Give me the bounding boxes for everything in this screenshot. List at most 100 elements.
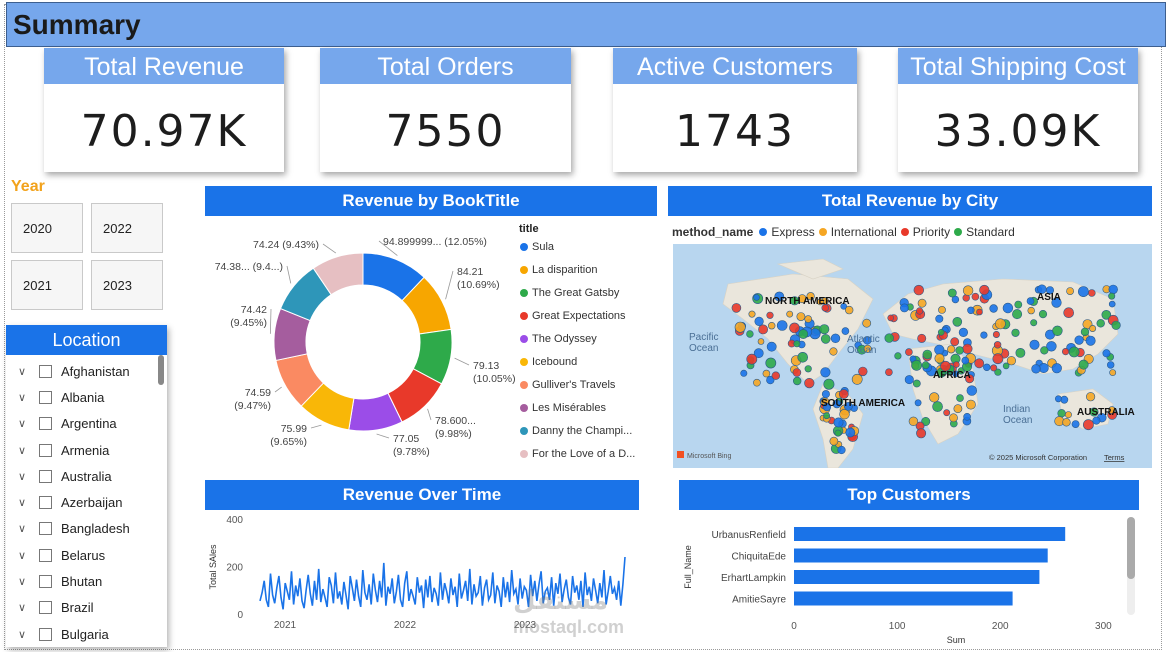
city-revenue-bubble[interactable]: [823, 378, 835, 390]
city-revenue-bubble[interactable]: [934, 353, 945, 364]
city-revenue-bubble[interactable]: [916, 428, 927, 439]
city-revenue-bubble[interactable]: [758, 324, 768, 335]
city-revenue-bubble[interactable]: [796, 312, 806, 321]
city-revenue-bubble[interactable]: [1030, 319, 1038, 327]
city-revenue-bubble[interactable]: [1109, 369, 1117, 377]
city-revenue-bubble[interactable]: [740, 369, 748, 377]
city-revenue-bubble[interactable]: [929, 392, 940, 403]
city-revenue-bubble[interactable]: [845, 427, 856, 438]
location-item[interactable]: ∨ Bhutan: [6, 568, 156, 594]
chevron-down-icon[interactable]: ∨: [18, 576, 27, 589]
location-checkbox[interactable]: [39, 364, 52, 378]
book-legend-item[interactable]: La disparition: [520, 264, 597, 276]
city-revenue-bubble[interactable]: [1062, 418, 1071, 427]
chevron-down-icon[interactable]: ∨: [18, 602, 27, 615]
city-revenue-bubble[interactable]: [989, 304, 998, 313]
city-revenue-bubble[interactable]: [955, 346, 964, 355]
city-revenue-bubble[interactable]: [1066, 287, 1074, 295]
customer-bar[interactable]: [794, 570, 1040, 584]
city-revenue-bubble[interactable]: [804, 365, 812, 373]
map-legend-item[interactable]: Priority: [900, 225, 950, 239]
city-revenue-bubble[interactable]: [792, 368, 802, 377]
chevron-down-icon[interactable]: ∨: [18, 497, 27, 510]
city-revenue-bubble[interactable]: [953, 404, 963, 414]
year-button-2023[interactable]: 2023: [91, 260, 163, 310]
city-revenue-bubble[interactable]: [1002, 362, 1010, 370]
book-legend-item[interactable]: Les Misérables: [520, 402, 606, 414]
location-checkbox[interactable]: [39, 548, 52, 562]
city-revenue-bubble[interactable]: [1089, 407, 1099, 417]
location-item[interactable]: ∨ Bulgaria: [6, 621, 156, 647]
city-revenue-bubble[interactable]: [1029, 339, 1040, 350]
city-revenue-bubble[interactable]: [950, 337, 960, 347]
city-revenue-bubble[interactable]: [840, 302, 847, 310]
map-legend-item[interactable]: Standard: [954, 225, 1015, 239]
city-revenue-bubble[interactable]: [974, 358, 985, 369]
location-checkbox[interactable]: [39, 496, 52, 510]
city-revenue-bubble[interactable]: [762, 369, 771, 378]
city-revenue-bubble[interactable]: [994, 368, 1002, 376]
city-revenue-bubble[interactable]: [965, 374, 975, 384]
city-revenue-bubble[interactable]: [1102, 349, 1111, 358]
city-revenue-bubble[interactable]: [862, 318, 872, 328]
city-revenue-bubble[interactable]: [786, 310, 794, 318]
city-revenue-bubble[interactable]: [748, 310, 756, 318]
city-revenue-bubble[interactable]: [976, 308, 983, 316]
city-revenue-bubble[interactable]: [863, 344, 872, 353]
city-revenue-bubble[interactable]: [1006, 356, 1017, 366]
city-revenue-bubble[interactable]: [1040, 346, 1049, 355]
city-revenue-bubble[interactable]: [961, 356, 970, 365]
city-revenue-bubble[interactable]: [1031, 364, 1041, 374]
city-revenue-bubble[interactable]: [934, 344, 945, 355]
city-revenue-bubble[interactable]: [1085, 335, 1096, 346]
city-revenue-bubble[interactable]: [1107, 361, 1115, 369]
city-revenue-bubble[interactable]: [1012, 309, 1023, 320]
city-revenue-bubble[interactable]: [1051, 363, 1062, 374]
city-revenue-bubble[interactable]: [1057, 409, 1066, 418]
city-revenue-bubble[interactable]: [990, 364, 998, 372]
city-revenue-bubble[interactable]: [917, 333, 927, 343]
location-checkbox[interactable]: [39, 417, 52, 431]
city-revenue-bubble[interactable]: [937, 329, 945, 336]
year-button-2022[interactable]: 2022: [91, 203, 163, 253]
customer-bar[interactable]: [794, 591, 1013, 606]
city-revenue-bubble[interactable]: [841, 327, 850, 335]
city-revenue-bubble[interactable]: [1108, 284, 1118, 295]
location-checkbox[interactable]: [39, 575, 52, 589]
city-revenue-bubble[interactable]: [1015, 348, 1026, 358]
city-revenue-bubble[interactable]: [938, 306, 946, 314]
city-revenue-bubble[interactable]: [949, 413, 958, 423]
city-revenue-bubble[interactable]: [1062, 347, 1070, 356]
city-revenue-bubble[interactable]: [1082, 419, 1094, 431]
location-checkbox[interactable]: [39, 390, 52, 404]
city-revenue-bubble[interactable]: [912, 379, 921, 388]
city-revenue-bubble[interactable]: [916, 307, 924, 315]
city-revenue-bubble[interactable]: [798, 329, 809, 339]
city-revenue-bubble[interactable]: [963, 413, 971, 421]
location-item[interactable]: ∨ Azerbaijan: [6, 489, 156, 515]
city-revenue-bubble[interactable]: [843, 401, 853, 411]
city-revenue-bubble[interactable]: [911, 359, 922, 371]
city-revenue-bubble[interactable]: [771, 371, 781, 380]
city-revenue-bubble[interactable]: [1108, 300, 1116, 308]
city-revenue-bubble[interactable]: [1077, 286, 1089, 297]
city-revenue-bubble[interactable]: [1052, 325, 1063, 337]
city-revenue-bubble[interactable]: [1089, 325, 1097, 333]
location-item[interactable]: ∨ Brazil: [6, 595, 156, 621]
city-revenue-bubble[interactable]: [1092, 416, 1101, 425]
city-revenue-bubble[interactable]: [1011, 328, 1020, 337]
chevron-down-icon[interactable]: ∨: [18, 470, 27, 483]
kpi-card-total-orders[interactable]: Total Orders 7550: [320, 48, 571, 172]
revenue-series-line[interactable]: [259, 556, 626, 610]
city-revenue-bubble[interactable]: [1014, 300, 1023, 309]
city-revenue-bubble[interactable]: [992, 331, 1000, 339]
city-revenue-bubble[interactable]: [922, 349, 933, 360]
city-revenue-bubble[interactable]: [956, 394, 964, 402]
location-item[interactable]: ∨ Argentina: [6, 411, 156, 437]
city-revenue-bubble[interactable]: [904, 375, 914, 385]
city-revenue-bubble[interactable]: [790, 296, 800, 306]
city-revenue-bubble[interactable]: [832, 399, 842, 409]
city-revenue-bubble[interactable]: [953, 361, 960, 368]
year-button-2020[interactable]: 2020: [11, 203, 83, 253]
book-legend-item[interactable]: Great Expectations: [520, 310, 626, 322]
